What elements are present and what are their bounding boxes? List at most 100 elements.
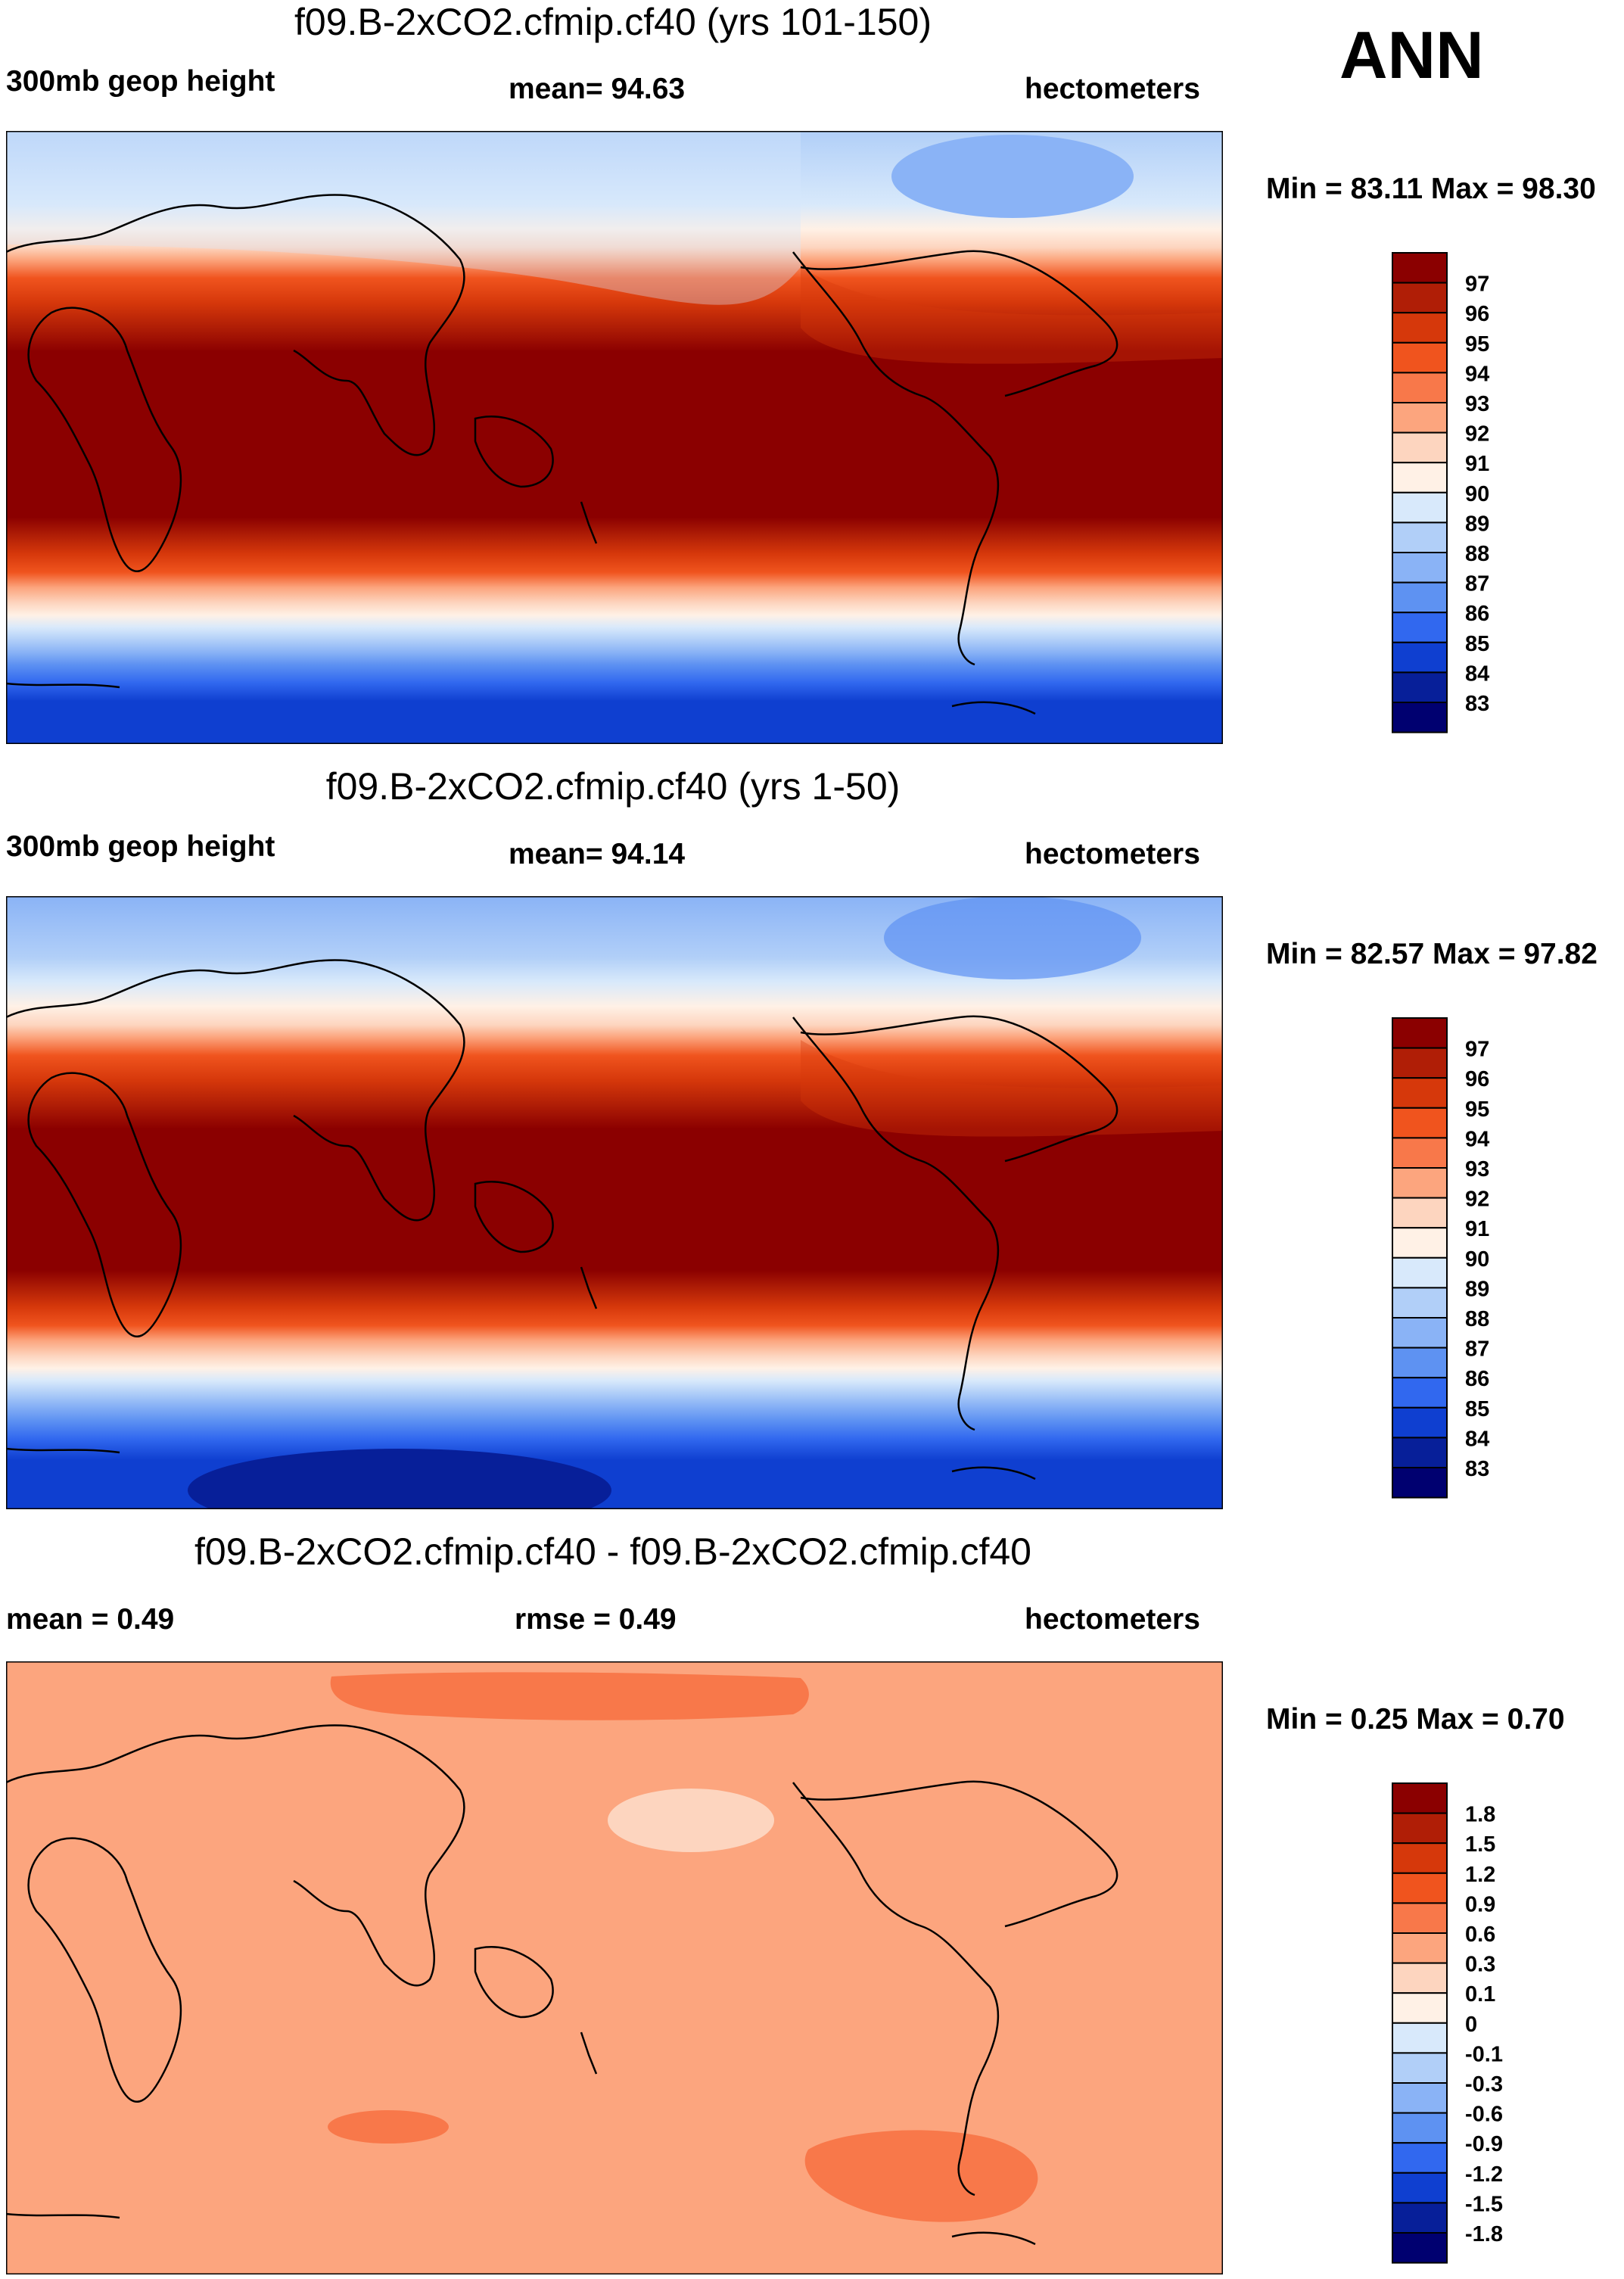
panel2-colorbar-labels: 97 96 95 94 93 92 91 90 89 88 87 86 85 84 83 xyxy=(1465,1038,1489,1481)
colorbar-box xyxy=(1392,1167,1448,1199)
panel3-minmax: Min = 0.25 Max = 0.70 xyxy=(1266,1703,1565,1736)
colorbar-box xyxy=(1392,1812,1448,1845)
colorbar-tick-label: -0.3 xyxy=(1465,2072,1503,2097)
panel3-pacific-minimum xyxy=(608,1789,774,1852)
colorbar-tick-label: 88 xyxy=(1465,542,1489,566)
panel1-coastlines xyxy=(6,194,1118,715)
colorbar-tick-label: 95 xyxy=(1465,1097,1489,1122)
colorbar-box xyxy=(1392,1842,1448,1874)
panel2-variable-label: 300mb geop height xyxy=(6,830,275,863)
colorbar-tick-label: 89 xyxy=(1465,512,1489,536)
colorbar-box xyxy=(1392,462,1448,493)
colorbar-box xyxy=(1392,1017,1448,1049)
panel1-mean-label: mean= 94.63 xyxy=(509,73,686,105)
colorbar-tick-label: 87 xyxy=(1465,1337,1489,1362)
colorbar-tick-label: 97 xyxy=(1465,272,1489,297)
colorbar-box xyxy=(1392,2172,1448,2204)
colorbar-box xyxy=(1392,491,1448,524)
colorbar-tick-label: 87 xyxy=(1465,572,1489,596)
panel1-colorbar-labels: 97 96 95 94 93 92 91 90 89 88 87 86 85 84 83 xyxy=(1465,272,1489,716)
colorbar-box xyxy=(1392,671,1448,704)
panel1-field xyxy=(6,131,1223,744)
panel3-coastlines xyxy=(6,1724,1118,2246)
colorbar-tick-label: 1.5 xyxy=(1465,1832,1495,1857)
colorbar-box xyxy=(1392,402,1448,434)
colorbar-box xyxy=(1392,1047,1448,1079)
colorbar-box xyxy=(1392,1137,1448,1169)
panel3-rmse-label: rmse = 0.49 xyxy=(515,1603,677,1636)
panel1-title: f09.B-2xCO2.cfmip.cf40 (yrs 101-150) xyxy=(294,1,932,43)
panel3-title: f09.B-2xCO2.cfmip.cf40 - f09.B-2xCO2.cfm… xyxy=(194,1530,1031,1573)
colorbar-box xyxy=(1392,1406,1448,1439)
colorbar-tick-label: 96 xyxy=(1465,302,1489,326)
colorbar-tick-label: -0.1 xyxy=(1465,2042,1503,2066)
colorbar-box xyxy=(1392,1256,1448,1289)
colorbar-tick-label: 94 xyxy=(1465,362,1489,386)
colorbar-tick-label: -0.6 xyxy=(1465,2103,1503,2127)
colorbar-box xyxy=(1392,1077,1448,1109)
colorbar-tick-label: 96 xyxy=(1465,1067,1489,1091)
panel2-coastlines xyxy=(6,959,1118,1480)
colorbar-tick-label: -1.8 xyxy=(1465,2222,1503,2246)
colorbar-tick-label: 83 xyxy=(1465,1457,1489,1481)
colorbar-box xyxy=(1392,2052,1448,2084)
colorbar-box xyxy=(1392,1782,1448,1814)
panel2-antarctic-low xyxy=(188,1449,611,1509)
colorbar-box xyxy=(1392,341,1448,374)
colorbar-box xyxy=(1392,2112,1448,2144)
colorbar-tick-label: 84 xyxy=(1465,662,1489,686)
colorbar-box xyxy=(1392,2202,1448,2234)
colorbar-tick-label: -1.2 xyxy=(1465,2162,1503,2187)
colorbar-box xyxy=(1392,1902,1448,1934)
colorbar-box xyxy=(1392,521,1448,553)
colorbar-tick-label: 88 xyxy=(1465,1307,1489,1331)
colorbar-box xyxy=(1392,1377,1448,1409)
season-label: ANN xyxy=(1339,17,1484,92)
panel3-colorbar-labels: 1.8 1.5 1.2 0.9 0.6 0.3 0.1 0 -0.1 -0.3 -0.6 -0.9 -1… xyxy=(1465,1803,1503,2246)
panel1-minmax: Min = 83.11 Max = 98.30 xyxy=(1266,173,1596,205)
panel1-arctic-low xyxy=(891,135,1134,218)
colorbar-box xyxy=(1392,1932,1448,1964)
panel2-map xyxy=(6,896,1223,1509)
colorbar-tick-label: -0.9 xyxy=(1465,2132,1503,2156)
colorbar-box xyxy=(1392,312,1448,344)
colorbar-box xyxy=(1392,612,1448,643)
colorbar-box xyxy=(1392,1227,1448,1259)
colorbar-box xyxy=(1392,1107,1448,1139)
colorbar-tick-label: 85 xyxy=(1465,1397,1489,1421)
panel3-field xyxy=(6,1661,1223,2274)
colorbar-tick-label: 92 xyxy=(1465,1188,1489,1212)
colorbar-tick-label: 94 xyxy=(1465,1127,1489,1151)
colorbar-tick-label: 93 xyxy=(1465,1157,1489,1182)
colorbar-box xyxy=(1392,1872,1448,1904)
colorbar-tick-label: 90 xyxy=(1465,482,1489,506)
colorbar-tick-label: 93 xyxy=(1465,392,1489,416)
colorbar-box xyxy=(1392,252,1448,284)
colorbar-box xyxy=(1392,1197,1448,1229)
colorbar-box xyxy=(1392,2082,1448,2114)
panel1-colorbar-boxes xyxy=(1392,252,1448,733)
panel2-units-label: hectometers xyxy=(1025,838,1200,870)
colorbar-tick-label: 1.2 xyxy=(1465,1863,1495,1887)
colorbar-tick-label: 90 xyxy=(1465,1247,1489,1272)
panel1-map xyxy=(6,131,1223,744)
panel1-variable-label: 300mb geop height xyxy=(6,65,275,98)
colorbar-tick-label: 86 xyxy=(1465,1367,1489,1391)
colorbar-box xyxy=(1392,2232,1448,2264)
colorbar-tick-label: 0.6 xyxy=(1465,1923,1495,1947)
panel2-title: f09.B-2xCO2.cfmip.cf40 (yrs 1-50) xyxy=(325,765,901,808)
colorbar-box xyxy=(1392,431,1448,464)
panel3-colorbar: 1.8 1.5 1.2 0.9 0.6 0.3 0.1 0 -0.1 -0.3 -0.6 -0.9 -1… xyxy=(1392,1782,1503,2264)
panel1-units-label: hectometers xyxy=(1025,73,1200,105)
colorbar-tick-label: 0.1 xyxy=(1465,1982,1495,2007)
colorbar-tick-label: 0 xyxy=(1465,2013,1477,2037)
panel3-mean-label: mean = 0.49 xyxy=(6,1603,175,1636)
panel3-south-pacific-positive xyxy=(804,2130,1038,2222)
colorbar-tick-label: 83 xyxy=(1465,692,1489,716)
colorbar-box xyxy=(1392,372,1448,403)
colorbar-box xyxy=(1392,1347,1448,1379)
panel3-map xyxy=(6,1661,1223,2274)
colorbar-tick-label: 95 xyxy=(1465,332,1489,356)
panel2-colorbar-boxes xyxy=(1392,1017,1448,1499)
colorbar-box xyxy=(1392,1287,1448,1319)
